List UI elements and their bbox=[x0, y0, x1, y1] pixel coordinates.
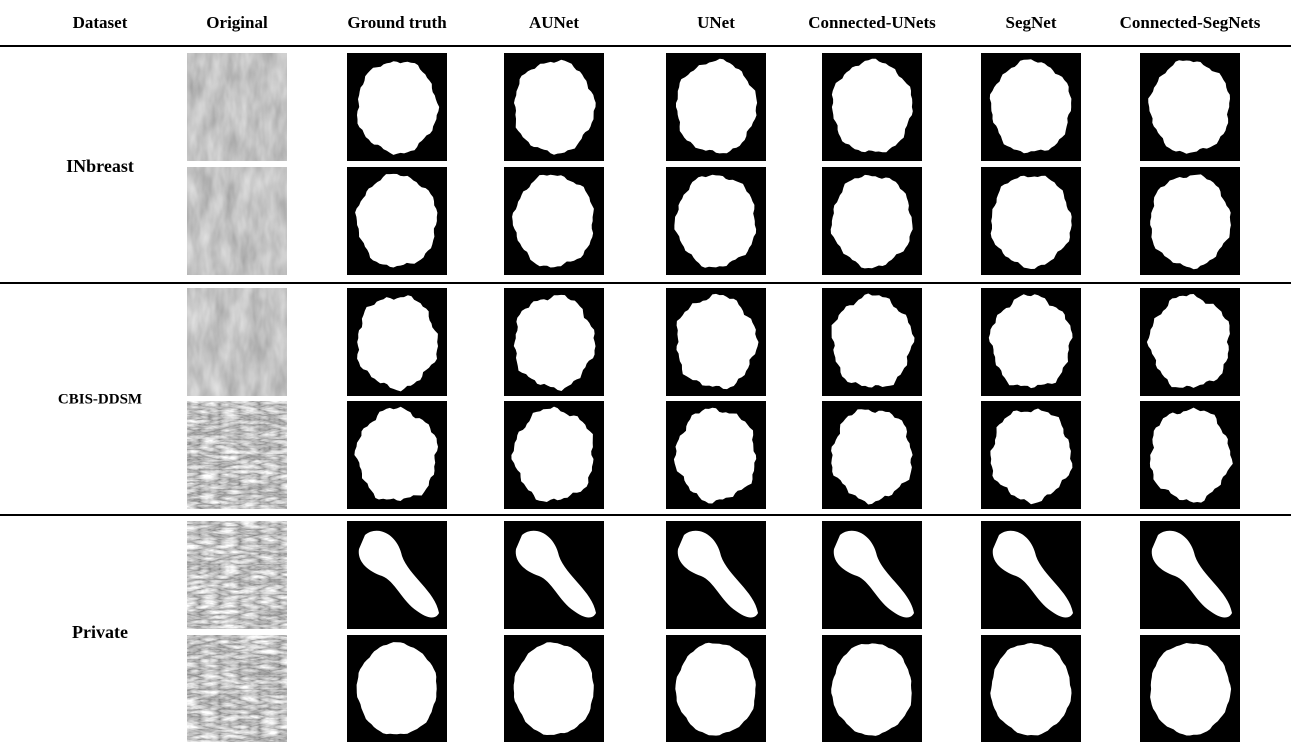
dataset-label: CBIS-DDSM bbox=[58, 391, 142, 407]
original-image bbox=[187, 53, 287, 161]
original-image bbox=[187, 288, 287, 396]
original-image bbox=[187, 635, 287, 742]
column-header: SegNet bbox=[1006, 13, 1057, 32]
column-header: Connected-SegNets bbox=[1120, 13, 1261, 32]
column-header: Original bbox=[206, 13, 268, 32]
column-header: Ground truth bbox=[347, 13, 447, 32]
dataset-label: Private bbox=[72, 622, 128, 642]
column-header: Dataset bbox=[73, 13, 128, 32]
original-image bbox=[187, 401, 287, 509]
column-header: Connected-UNets bbox=[808, 13, 936, 32]
original-image bbox=[187, 521, 287, 629]
original-image bbox=[187, 167, 287, 275]
column-header: AUNet bbox=[529, 13, 579, 32]
column-header: UNet bbox=[697, 13, 735, 32]
dataset-label: INbreast bbox=[66, 156, 134, 176]
figure: Dataset Original Ground truth AUNet UNet… bbox=[0, 0, 1291, 742]
